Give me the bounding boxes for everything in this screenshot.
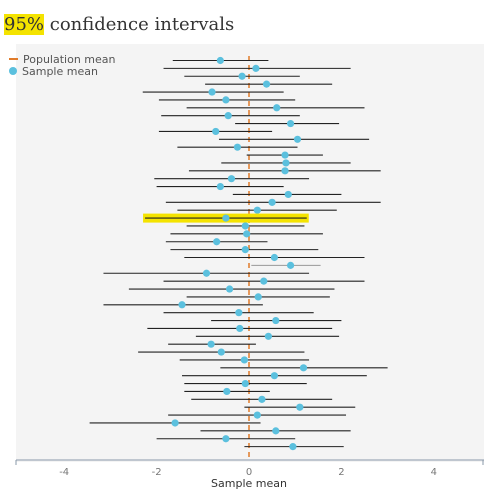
sample-mean-point-49 bbox=[222, 435, 230, 443]
population-mean-swatch bbox=[9, 58, 18, 60]
sample-mean-point-9 bbox=[286, 119, 295, 128]
sample-mean-point-31 bbox=[254, 293, 262, 301]
sample-mean-point-34 bbox=[272, 316, 280, 325]
sample-mean-point-32 bbox=[178, 301, 186, 309]
sample-mean-point-12 bbox=[233, 143, 242, 151]
sample-mean-point-15 bbox=[281, 167, 289, 175]
sample-mean-point-30 bbox=[225, 285, 234, 293]
legend-label-population-mean: Population mean bbox=[23, 52, 116, 66]
sample-mean-point-42 bbox=[241, 379, 249, 388]
sample-mean-point-46 bbox=[253, 411, 261, 419]
x-tick-label: -2 bbox=[152, 467, 162, 478]
sample-mean-point-17 bbox=[216, 182, 224, 191]
legend-label-sample-mean: Sample mean bbox=[22, 64, 98, 78]
sample-mean-point-10 bbox=[212, 127, 220, 136]
x-tick-label: 0 bbox=[246, 467, 252, 478]
sample-mean-point-11 bbox=[293, 135, 302, 143]
sample-mean-point-43 bbox=[223, 387, 231, 396]
sample-mean-point-1 bbox=[216, 56, 224, 65]
sample-mean-point-28 bbox=[202, 269, 211, 277]
sample-mean-point-47 bbox=[171, 419, 179, 427]
sample-mean-point-33 bbox=[235, 309, 243, 317]
sample-mean-point-41 bbox=[270, 372, 279, 380]
x-axis-label: Sample mean bbox=[211, 477, 287, 490]
sample-mean-point-3 bbox=[238, 72, 246, 80]
sample-mean-point-14 bbox=[282, 159, 290, 167]
title-highlight: 95% bbox=[4, 14, 45, 35]
sample-mean-point-27 bbox=[286, 261, 295, 269]
sample-mean-point-45 bbox=[296, 403, 304, 411]
sample-mean-point-8 bbox=[224, 112, 232, 120]
x-tick-label: 2 bbox=[338, 467, 344, 478]
sample-mean-point-36 bbox=[264, 332, 273, 340]
x-tick-label: -4 bbox=[59, 467, 69, 478]
sample-mean-point-18 bbox=[284, 190, 292, 199]
plot-area bbox=[16, 44, 484, 462]
sample-mean-point-21 bbox=[222, 214, 230, 222]
sample-mean-point-37 bbox=[207, 340, 215, 348]
sample-mean-swatch bbox=[9, 67, 17, 75]
sample-mean-point-23 bbox=[243, 230, 251, 238]
sample-mean-point-38 bbox=[217, 348, 225, 356]
sample-mean-point-35 bbox=[236, 324, 244, 333]
sample-mean-point-39 bbox=[240, 356, 248, 364]
x-tick-label: 4 bbox=[431, 467, 437, 478]
sample-mean-point-19 bbox=[268, 198, 276, 206]
sample-mean-point-20 bbox=[253, 206, 261, 214]
chart-title: 95% confidence intervals bbox=[4, 14, 234, 35]
sample-mean-point-22 bbox=[241, 222, 249, 230]
sample-mean-point-5 bbox=[208, 88, 216, 96]
legend-item-sample-mean: Sample mean bbox=[8, 64, 116, 78]
sample-mean-point-6 bbox=[222, 96, 230, 104]
sample-mean-point-40 bbox=[299, 364, 308, 372]
sample-mean-point-2 bbox=[252, 64, 260, 72]
sample-mean-point-13 bbox=[281, 151, 289, 159]
title-text: confidence intervals bbox=[44, 14, 235, 35]
sample-mean-point-24 bbox=[213, 238, 221, 246]
sample-mean-point-7 bbox=[273, 104, 281, 112]
legend-item-population-mean: Population mean bbox=[8, 52, 116, 66]
legend: Population mean Sample mean bbox=[8, 52, 116, 78]
sample-mean-point-26 bbox=[270, 253, 279, 262]
sample-mean-point-44 bbox=[258, 395, 266, 403]
sample-mean-point-4 bbox=[262, 80, 271, 88]
sample-mean-point-25 bbox=[241, 246, 249, 254]
sample-mean-point-50 bbox=[289, 443, 297, 451]
sample-mean-point-48 bbox=[272, 427, 280, 435]
sample-mean-point-29 bbox=[260, 277, 268, 285]
sample-mean-point-16 bbox=[227, 175, 236, 183]
